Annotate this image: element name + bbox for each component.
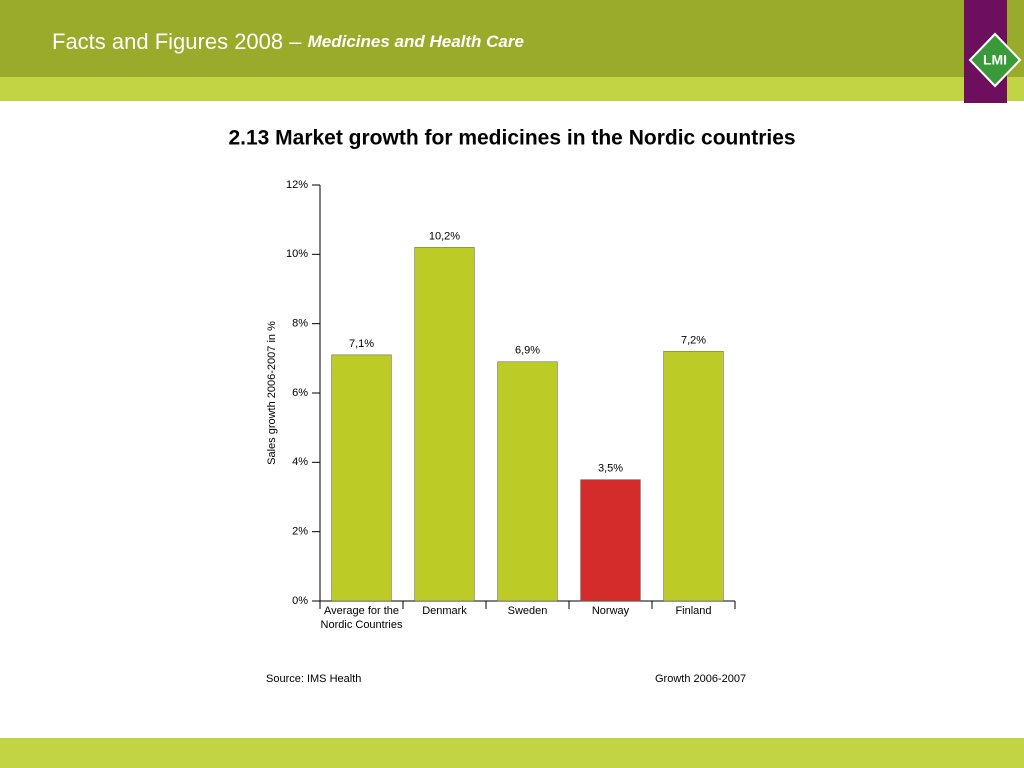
x-tick-label: Norway (591, 605, 630, 617)
x-tick-label: Finland (675, 605, 712, 617)
header-strip (0, 77, 1024, 101)
value-label: 3,5% (598, 463, 623, 475)
note: Growth 2006-2007 (655, 673, 746, 685)
chart-title: 2.13 Market growth for medicines in the … (228, 127, 795, 150)
header-title: Facts and Figures 2008 – Medicines and H… (52, 29, 524, 54)
y-tick-label: 6% (292, 387, 308, 399)
y-tick-label: 0% (292, 595, 308, 607)
value-label: 7,1% (349, 338, 374, 350)
logo-text: LMI (983, 52, 1007, 68)
bar (497, 361, 558, 602)
x-tick-label: Denmark (422, 605, 467, 617)
value-label: 7,2% (681, 334, 706, 346)
y-tick-label: 10% (286, 248, 308, 260)
value-label: 6,9% (515, 345, 540, 357)
header-subtitle: Medicines and Health Care (308, 32, 524, 51)
bar (414, 247, 475, 602)
x-tick-label: Average for the Nordic Countries (320, 605, 403, 631)
bar (331, 354, 392, 602)
bar (663, 351, 724, 602)
value-label: 10,2% (429, 230, 460, 242)
y-tick-label: 4% (292, 456, 308, 468)
y-tick-label: 8% (292, 318, 308, 330)
bar (580, 479, 641, 602)
header-title-main: Facts and Figures 2008 – (52, 29, 302, 54)
logo-diamond (968, 32, 1022, 88)
source: Source: IMS Health (266, 673, 361, 685)
footer-strip (0, 738, 1024, 768)
y-tick-label: 12% (286, 179, 308, 191)
y-tick-label: 2% (292, 526, 308, 538)
header-band (0, 0, 1024, 77)
y-axis-label: Sales growth 2006-2007 in % (266, 321, 278, 465)
x-tick-label: Sweden (507, 605, 548, 617)
